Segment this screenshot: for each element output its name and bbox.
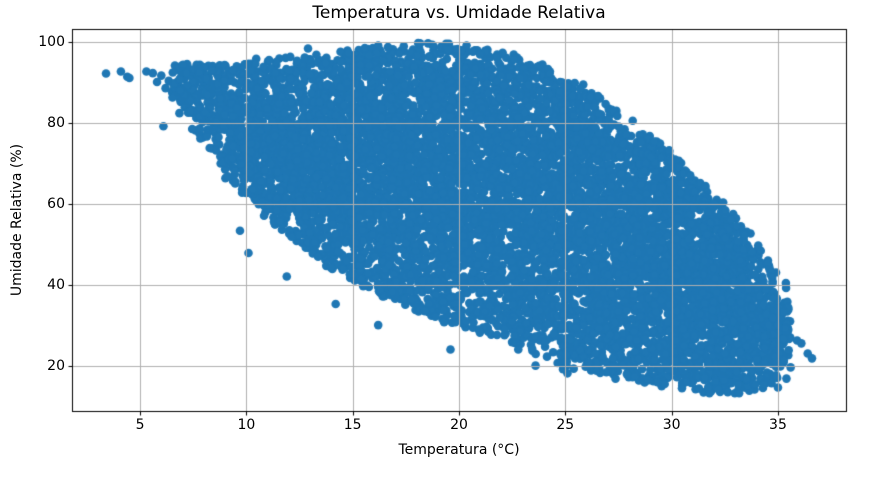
x-tick-label: 5 xyxy=(135,417,145,433)
y-tick-label: 60 xyxy=(47,196,65,213)
x-axis-label: Temperatura (°C) xyxy=(398,442,520,458)
y-axis-label: Umidade Relativa (%) xyxy=(9,143,25,297)
y-tick-label: 40 xyxy=(47,277,65,294)
y-tick-label: 80 xyxy=(47,115,65,132)
x-tick-label: 35 xyxy=(769,417,787,433)
x-tick-label: 10 xyxy=(237,417,256,433)
x-tick-label: 30 xyxy=(662,417,681,433)
y-tick-label: 100 xyxy=(38,34,65,51)
x-tick-label: 20 xyxy=(450,417,468,433)
y-tick-label: 20 xyxy=(47,358,65,375)
x-tick-label: 25 xyxy=(556,417,575,433)
x-tick-label: 15 xyxy=(343,417,362,433)
chart-title: Temperatura vs. Umidade Relativa xyxy=(312,3,606,23)
